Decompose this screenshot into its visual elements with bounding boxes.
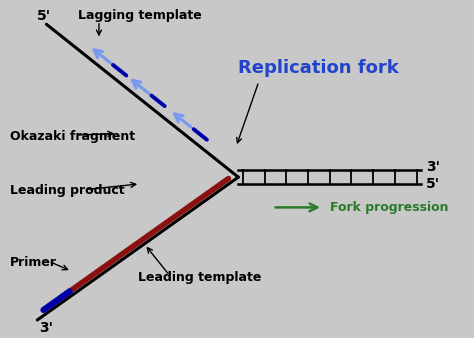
Text: Replication fork: Replication fork: [238, 59, 399, 77]
Text: Leading template: Leading template: [138, 271, 261, 285]
Text: Fork progression: Fork progression: [330, 201, 448, 214]
Text: Primer: Primer: [10, 256, 57, 269]
Text: Lagging template: Lagging template: [78, 9, 202, 22]
Text: 3': 3': [39, 321, 54, 335]
Text: 5': 5': [37, 9, 51, 23]
Text: Okazaki fragment: Okazaki fragment: [10, 130, 135, 143]
Text: Leading product: Leading product: [10, 184, 125, 197]
Text: 5': 5': [426, 177, 440, 191]
Text: 3': 3': [426, 160, 440, 174]
